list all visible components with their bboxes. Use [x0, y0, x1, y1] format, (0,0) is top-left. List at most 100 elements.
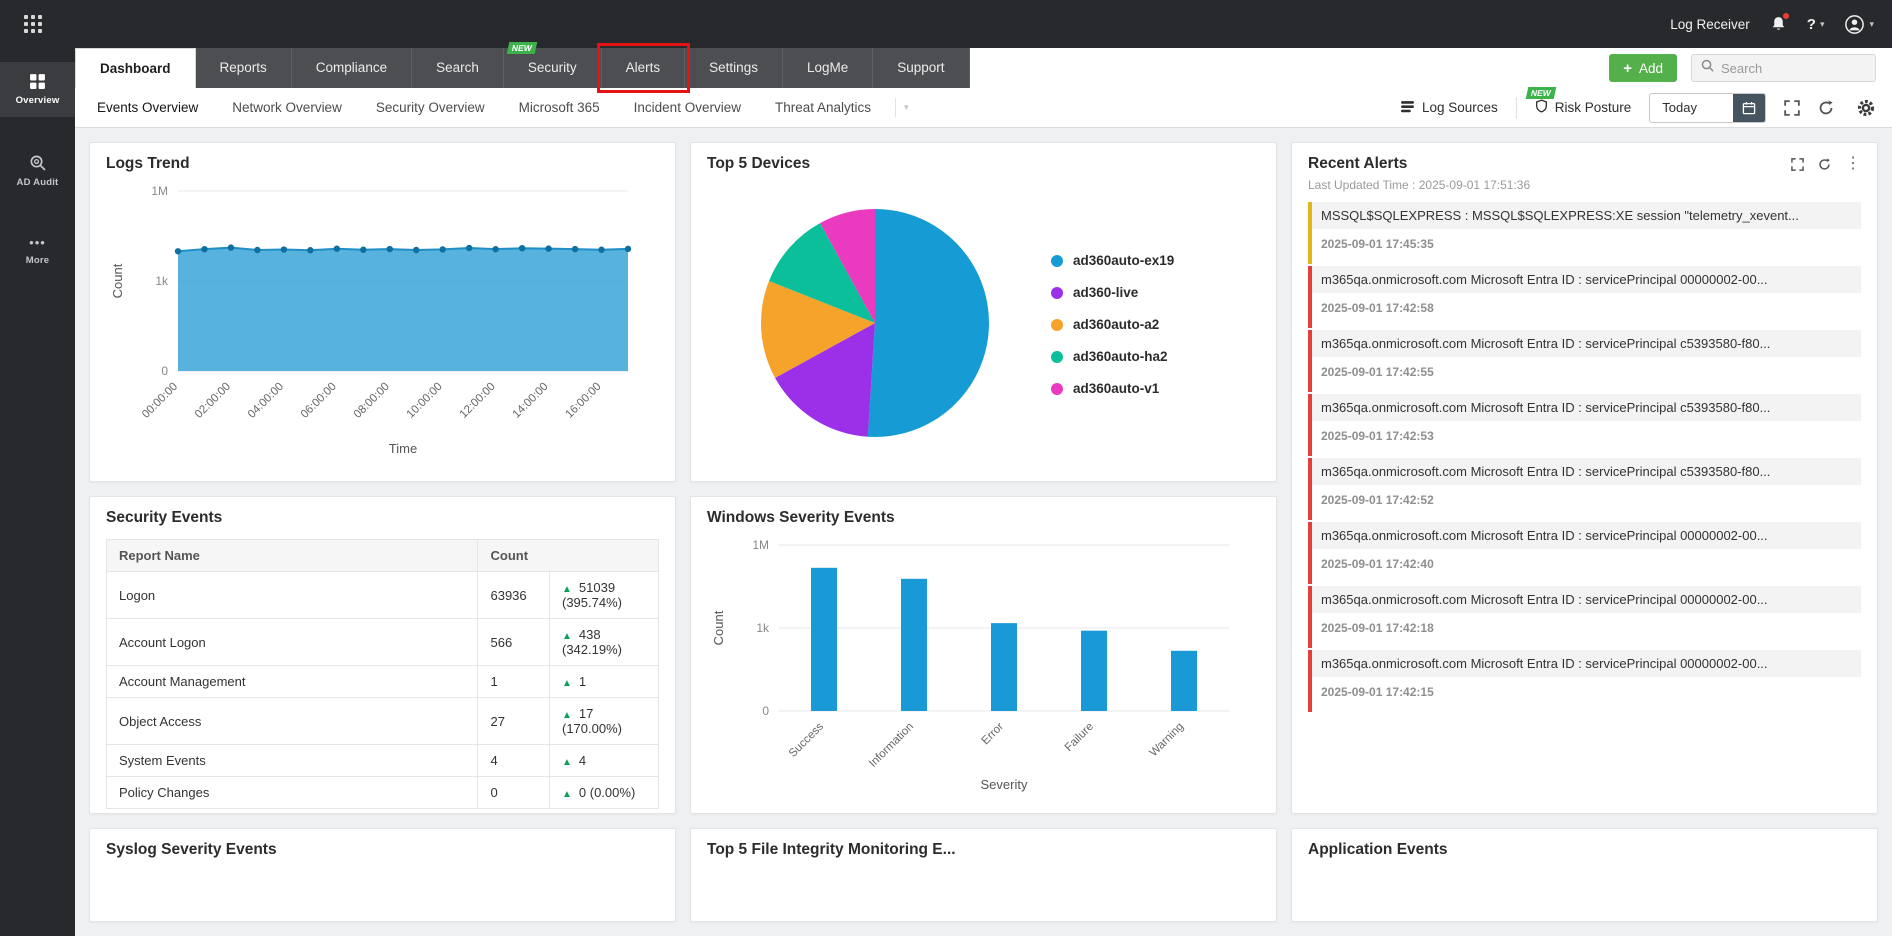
- security-events-row[interactable]: System Events 4 ▲ 4: [105, 744, 659, 777]
- column-header-report-name: Report Name: [105, 539, 479, 572]
- trend-up-icon: ▲: [562, 631, 572, 642]
- tab-security[interactable]: NEW Security: [503, 42, 602, 88]
- alert-item[interactable]: m365qa.onmicrosoft.com Microsoft Entra I…: [1308, 394, 1861, 456]
- delta-cell: ▲ 17 (170.00%): [549, 697, 659, 745]
- count-cell: 27: [477, 697, 550, 745]
- tab-dashboard[interactable]: Dashboard: [75, 48, 196, 88]
- alert-item[interactable]: m365qa.onmicrosoft.com Microsoft Entra I…: [1308, 522, 1861, 584]
- primary-tab-bar: Dashboard Reports Compliance Search NEW …: [75, 42, 1892, 93]
- help-menu[interactable]: ? ▾: [1807, 16, 1825, 33]
- alert-item[interactable]: m365qa.onmicrosoft.com Microsoft Entra I…: [1308, 266, 1861, 328]
- security-events-row[interactable]: Account Management 1 ▲ 1: [105, 665, 659, 698]
- subnav-network-overview[interactable]: Network Overview: [232, 100, 342, 115]
- add-button[interactable]: + Add: [1609, 54, 1677, 82]
- refresh-icon[interactable]: [1818, 158, 1831, 171]
- report-name-cell: Object Access: [105, 697, 479, 745]
- svg-text:02:00:00: 02:00:00: [193, 381, 233, 421]
- notifications-bell-icon[interactable]: [1770, 11, 1791, 33]
- column-header-count: Count: [477, 539, 659, 572]
- tab-compliance[interactable]: Compliance: [291, 48, 413, 88]
- chevron-down-icon: ▾: [904, 102, 909, 112]
- sidebar-item-more[interactable]: ••• More: [0, 225, 75, 277]
- windows-severity-bar-chart: 0 1k 1M Count Severity Success Information Erro…: [707, 529, 1260, 804]
- svg-text:12:00:00: 12:00:00: [458, 381, 498, 421]
- subnav-security-overview[interactable]: Security Overview: [375, 100, 485, 115]
- svg-text:Error: Error: [980, 721, 1007, 748]
- delta-value: 0 (0.00%): [578, 785, 636, 800]
- alert-item[interactable]: m365qa.onmicrosoft.com Microsoft Entra I…: [1308, 458, 1861, 520]
- alert-timestamp: 2025-09-01 17:42:58: [1321, 301, 1434, 315]
- subnav-microsoft-365[interactable]: Microsoft 365: [518, 100, 600, 115]
- tab-alerts[interactable]: Alerts: [596, 43, 691, 93]
- alert-message: m365qa.onmicrosoft.com Microsoft Entra I…: [1312, 330, 1861, 357]
- alert-message: m365qa.onmicrosoft.com Microsoft Entra I…: [1312, 394, 1861, 421]
- svg-text:ad360auto-a2: ad360auto-a2: [1073, 317, 1159, 332]
- fullscreen-icon[interactable]: [1784, 99, 1800, 116]
- report-name-cell: Account Logon: [105, 618, 479, 666]
- svg-text:08:00:00: 08:00:00: [352, 381, 392, 421]
- ad-audit-magnifier-icon: [29, 154, 47, 172]
- svg-text:04:00:00: 04:00:00: [246, 381, 286, 421]
- subnav-incident-overview[interactable]: Incident Overview: [633, 100, 741, 115]
- sidebar-item-ad-audit[interactable]: AD Audit: [0, 143, 75, 199]
- svg-text:16:00:00: 16:00:00: [564, 381, 604, 421]
- card-title: Security Events: [106, 509, 223, 526]
- tab-support[interactable]: Support: [873, 48, 970, 88]
- tab-search[interactable]: Search: [412, 48, 504, 88]
- log-receiver-link[interactable]: Log Receiver: [1670, 16, 1750, 32]
- card-title: Top 5 File Integrity Monitoring E...: [707, 841, 956, 858]
- alert-timestamp: 2025-09-01 17:45:35: [1321, 237, 1434, 251]
- report-name-cell: Account Management: [105, 665, 479, 698]
- svg-text:Success: Success: [787, 720, 826, 759]
- divider: [1515, 96, 1517, 119]
- subnav-threat-analytics[interactable]: Threat Analytics: [774, 100, 871, 115]
- expand-icon[interactable]: [1791, 157, 1804, 171]
- security-events-row[interactable]: Account Logon 566 ▲ 438 (342.19%): [105, 618, 659, 666]
- refresh-icon[interactable]: [1818, 100, 1834, 116]
- security-events-row[interactable]: Policy Changes 0 ▲ 0 (0.00%): [105, 776, 659, 809]
- date-range-picker[interactable]: Today: [1649, 92, 1766, 123]
- count-cell: 63936: [477, 571, 550, 619]
- alert-timestamp: 2025-09-01 17:42:52: [1321, 493, 1434, 507]
- report-name-cell: Policy Changes: [105, 776, 479, 809]
- alert-timestamp: 2025-09-01 17:42:55: [1321, 365, 1434, 379]
- alert-item[interactable]: m365qa.onmicrosoft.com Microsoft Entra I…: [1308, 586, 1861, 648]
- trend-up-icon: ▲: [562, 678, 572, 689]
- card-title: Application Events: [1308, 841, 1448, 858]
- log-sources-button[interactable]: Log Sources: [1400, 99, 1498, 117]
- topbar: Log Receiver ? ▾ ▾: [0, 0, 1892, 48]
- security-events-row[interactable]: Object Access 27 ▲ 17 (170.00%): [105, 697, 659, 745]
- card-title: Recent Alerts: [1308, 155, 1408, 172]
- tab-reports[interactable]: Reports: [195, 48, 292, 88]
- security-events-row[interactable]: Logon 63936 ▲ 51039 (395.74%): [105, 571, 659, 619]
- overview-grid-icon: [29, 73, 46, 90]
- alert-item[interactable]: m365qa.onmicrosoft.com Microsoft Entra I…: [1308, 650, 1861, 712]
- settings-gear-icon[interactable]: [1856, 98, 1876, 118]
- sidebar-item-overview[interactable]: Overview: [0, 62, 75, 117]
- svg-text:Count: Count: [110, 263, 125, 298]
- tab-logme[interactable]: LogMe: [782, 48, 874, 88]
- kebab-menu-icon[interactable]: ⋮: [1845, 155, 1861, 172]
- security-events-table: Report Name Count Logon 63936 ▲ 51039 (39…: [105, 539, 659, 809]
- card-title: Windows Severity Events: [707, 509, 895, 526]
- report-name-cell: System Events: [105, 744, 479, 777]
- user-avatar[interactable]: ▾: [1844, 14, 1874, 35]
- tab-settings[interactable]: Settings: [685, 48, 783, 88]
- delta-cell: ▲ 1: [549, 665, 659, 698]
- calendar-icon[interactable]: [1733, 93, 1765, 122]
- alert-item[interactable]: m365qa.onmicrosoft.com Microsoft Entra I…: [1308, 330, 1861, 392]
- sidebar: Overview AD Audit ••• More: [0, 48, 75, 936]
- app-launcher-icon[interactable]: [24, 15, 42, 33]
- search-icon: [1701, 59, 1714, 77]
- subnav-more-dropdown[interactable]: ▾: [895, 98, 917, 117]
- add-button-label: Add: [1638, 60, 1663, 76]
- search-input[interactable]: [1721, 60, 1866, 76]
- subnav-events-overview[interactable]: Events Overview: [97, 100, 199, 115]
- log-sources-label: Log Sources: [1421, 100, 1498, 115]
- ellipsis-icon: •••: [29, 235, 46, 250]
- svg-text:1M: 1M: [752, 538, 769, 552]
- risk-posture-button[interactable]: NEW Risk Posture: [1525, 87, 1631, 116]
- alert-item[interactable]: MSSQL$SQLEXPRESS : MSSQL$SQLEXPRESS:XE s…: [1308, 202, 1861, 264]
- dashboard-content: Logs Trend 0 1k 1M Count Time 00:00:00 02:00:0…: [75, 128, 1892, 936]
- alert-message: m365qa.onmicrosoft.com Microsoft Entra I…: [1312, 458, 1861, 485]
